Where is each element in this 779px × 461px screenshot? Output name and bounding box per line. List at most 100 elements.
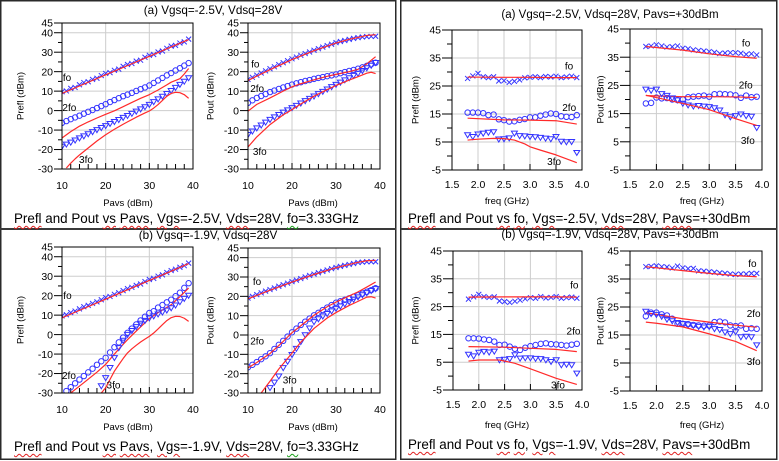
series-layer xyxy=(62,260,193,393)
plot-frame xyxy=(247,247,381,394)
marker-3fo-measured xyxy=(505,135,514,142)
marker-3fo-measured xyxy=(314,316,323,323)
marker-3fo-measured xyxy=(123,112,132,120)
marker-3fo-measured xyxy=(279,109,288,117)
y-tick-label: 40 xyxy=(227,252,239,264)
marker-3fo-measured xyxy=(715,326,724,334)
marker-3fo-measured xyxy=(318,88,327,96)
line-3fo-simulated xyxy=(100,315,189,393)
marker-2fo-measured xyxy=(76,376,83,383)
marker-2fo-measured xyxy=(573,340,581,348)
series-annotation-3fo: 3fo xyxy=(747,357,761,368)
marker-3fo-measured xyxy=(154,311,162,318)
marker-3fo-measured xyxy=(668,318,677,325)
marker-3fo-measured xyxy=(367,288,376,295)
caption-text: =28V, xyxy=(624,211,663,226)
x-axis-label: Pavs (dBm) xyxy=(103,198,153,209)
y-tick-label: -30 xyxy=(38,388,53,400)
marker-3fo-measured xyxy=(694,103,703,110)
series-annotation-2fo: 2fo xyxy=(62,371,76,382)
caption-word-spelling-flagged: fo xyxy=(513,437,525,452)
markers-3fo-measured xyxy=(97,292,193,390)
panel-caption-top-left: Prefl and Pout vs Pavs, Vgs=-2.5V, Vds=2… xyxy=(14,211,359,227)
y-tick-label: 35 xyxy=(429,53,441,65)
marker-2fo-measured xyxy=(67,383,74,391)
marker-3fo-measured xyxy=(742,113,751,120)
marker-3fo-measured xyxy=(362,65,371,72)
x-tick-label: 4.0 xyxy=(575,399,590,411)
x-tick-label: 2.5 xyxy=(675,179,690,191)
marker-3fo-measured xyxy=(180,295,189,303)
caption-text: =28V, xyxy=(624,437,663,452)
marker-fo-measured xyxy=(501,77,507,84)
marker-3fo-measured xyxy=(480,348,488,356)
marker-fo-measured xyxy=(690,265,697,272)
marker-fo-measured xyxy=(532,73,539,80)
marker-3fo-measured xyxy=(362,290,371,297)
marker-fo-measured xyxy=(685,265,691,272)
y-tick-label: 40 xyxy=(227,27,239,39)
marker-3fo-measured xyxy=(474,131,482,138)
y-axis-label: Pout (dBm) xyxy=(596,75,607,123)
marker-fo-measured xyxy=(511,78,518,85)
x-axis-label: freq (GHz) xyxy=(680,196,724,207)
x-tick-label: 2.0 xyxy=(471,179,486,191)
y-tick-label: 15 xyxy=(429,109,441,121)
marker-3fo-measured xyxy=(742,333,751,341)
marker-2fo-measured xyxy=(753,325,760,333)
caption-text: =3.33GHz xyxy=(298,439,359,454)
plot-frame xyxy=(629,250,763,392)
series-annotation-fo: fo xyxy=(748,259,757,270)
line-2fo-simulated xyxy=(468,346,577,353)
marker-3fo-measured xyxy=(340,301,349,308)
marker-2fo-measured xyxy=(71,380,79,387)
marker-3fo-measured xyxy=(184,75,193,82)
marker-3fo-measured xyxy=(270,114,279,121)
marker-2fo-measured xyxy=(753,93,760,100)
y-tick-label: -20 xyxy=(38,368,53,380)
x-tick-label: 1.5 xyxy=(623,400,638,412)
marker-2fo-measured xyxy=(275,85,282,93)
marker-3fo-measured xyxy=(371,60,380,67)
caption-word-spelling-flagged: Vds xyxy=(601,437,625,452)
marker-3fo-measured xyxy=(469,353,478,360)
marker-3fo-measured xyxy=(526,355,535,362)
marker-fo-measured xyxy=(732,49,739,56)
marker-3fo-measured xyxy=(567,139,576,146)
marker-3fo-measured xyxy=(336,303,345,310)
caption-word-spelling-flagged: vs xyxy=(102,211,116,226)
caption-word-spelling-flagged: Prefl xyxy=(14,439,42,454)
marker-3fo-measured xyxy=(110,355,119,362)
marker-3fo-measured xyxy=(88,129,97,136)
marker-3fo-measured xyxy=(283,107,292,114)
y-tick-label: -10 xyxy=(224,125,239,137)
marker-2fo-measured xyxy=(141,313,149,320)
markers-3fo-measured xyxy=(266,286,380,392)
marker-2fo-measured xyxy=(63,387,70,393)
y-axis-label: Prefl (dBm) xyxy=(411,76,422,124)
marker-3fo-measured xyxy=(305,325,314,333)
y-axis-label: Prefl (dBm) xyxy=(411,296,422,344)
marker-3fo-measured xyxy=(464,351,473,359)
markers-fo-measured xyxy=(465,291,580,306)
marker-3fo-measured xyxy=(531,355,540,363)
marker-3fo-measured xyxy=(663,92,671,100)
y-tick-label: 30 xyxy=(227,47,239,59)
marker-3fo-measured xyxy=(678,321,687,328)
line-2fo-simulated xyxy=(70,287,190,393)
marker-3fo-measured xyxy=(145,101,154,109)
marker-3fo-measured xyxy=(541,357,550,364)
marker-3fo-measured xyxy=(516,355,524,363)
marker-3fo-measured xyxy=(541,135,550,143)
marker-3fo-measured xyxy=(154,96,162,103)
marker-3fo-measured xyxy=(552,133,560,141)
y-tick-label: -5 xyxy=(432,165,441,177)
series-annotation-3fo: 3fo xyxy=(107,381,121,392)
markers-3fo-measured xyxy=(464,348,581,378)
caption-word-spelling-flagged: Vgs xyxy=(532,211,556,226)
chart-pout-freq-a: 45 35 25 15 5 -5 1.5 2.0 2.5 3.0 3.5 4.0 freq (GHz) P… xyxy=(596,24,770,207)
caption-text: , xyxy=(524,437,533,452)
marker-fo-measured xyxy=(743,51,750,58)
marker-2fo-measured xyxy=(721,319,729,326)
